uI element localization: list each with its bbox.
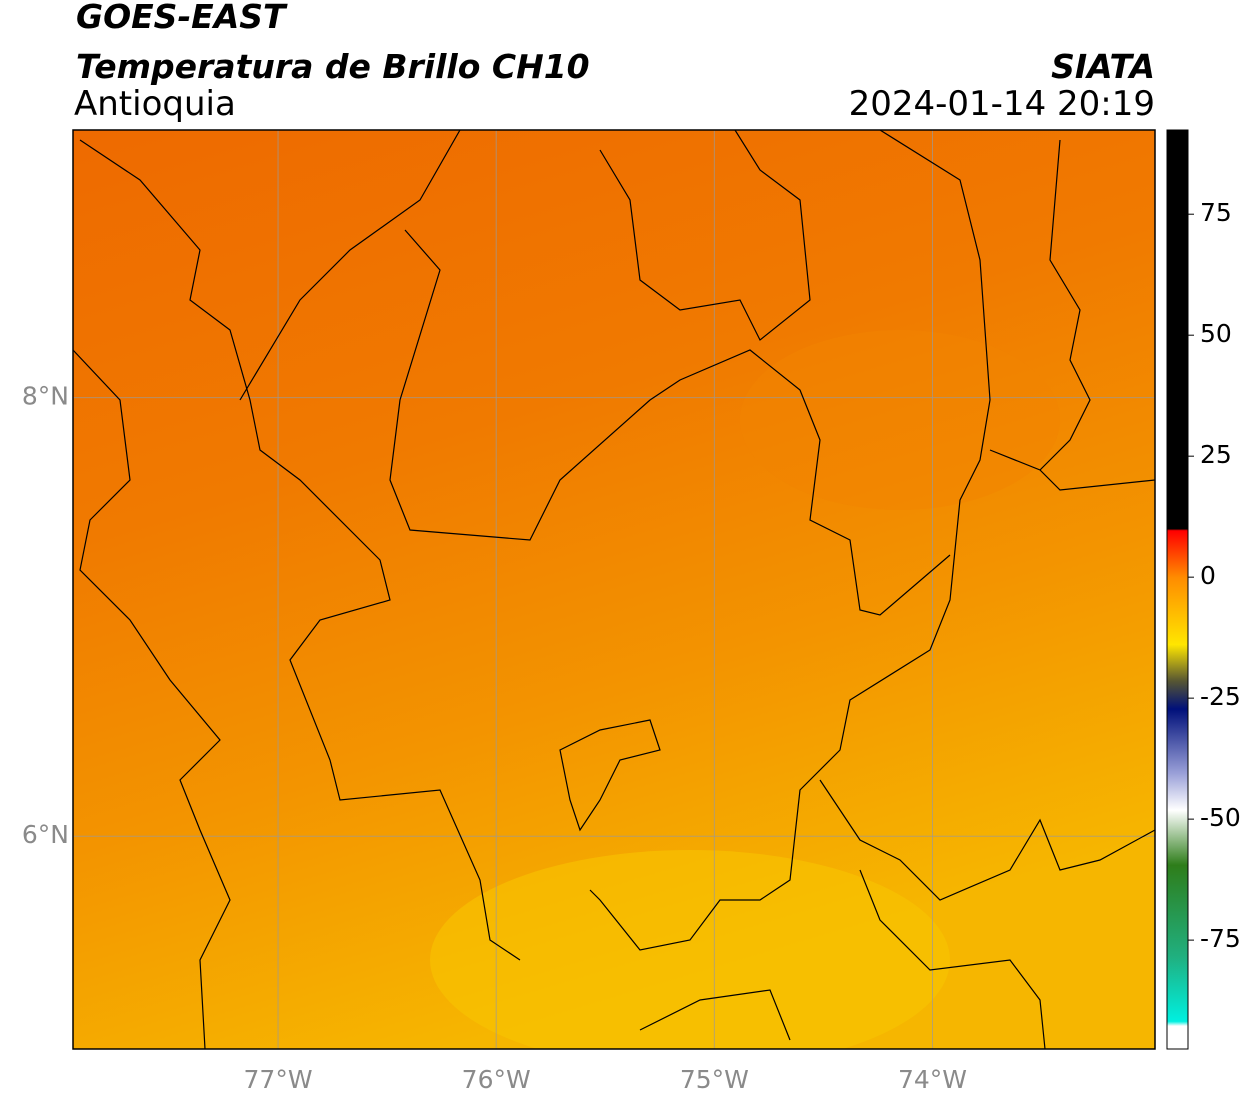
coastline	[79, 139, 521, 961]
source: SIATA	[1051, 47, 1155, 86]
colorbar-tick-label: -50	[1200, 803, 1241, 832]
map-area	[73, 130, 1155, 1049]
colorbar	[1166, 129, 1189, 1050]
department-border	[389, 229, 951, 616]
department-border	[819, 779, 1155, 901]
y-tick-label: 6°N	[22, 820, 69, 849]
department-border	[589, 130, 991, 951]
region: Antioquia	[74, 84, 236, 124]
colorbar-tick-label: -75	[1200, 924, 1241, 953]
map-frame	[72, 129, 1156, 1050]
department-border	[1039, 139, 1091, 471]
colorbar-tick-label: -25	[1200, 682, 1241, 711]
x-tick-label: 74°W	[898, 1065, 967, 1094]
warm-area	[430, 850, 950, 1049]
colorbar-tick-label: 50	[1200, 319, 1232, 348]
coastline	[239, 130, 461, 401]
title: GOES-EAST	[76, 0, 288, 36]
colorbar-tick-label: 0	[1200, 561, 1216, 590]
department-border	[859, 869, 1046, 1049]
x-tick-label: 76°W	[462, 1065, 531, 1094]
department-border	[989, 449, 1155, 491]
coastline	[73, 349, 231, 1049]
colorbar-tick-label: 75	[1200, 198, 1232, 227]
x-tick-label: 75°W	[680, 1065, 749, 1094]
x-tick-label: 77°W	[244, 1065, 313, 1094]
department-border	[639, 989, 791, 1041]
datetime: 2024-01-14 20:19	[849, 84, 1155, 124]
warm-area	[740, 330, 1060, 510]
department-border	[559, 719, 661, 832]
department-border	[599, 130, 811, 341]
subtitle: Temperatura de Brillo CH10	[76, 47, 590, 86]
colorbar-tick-label: 25	[1200, 440, 1232, 469]
y-tick-label: 8°N	[22, 382, 69, 411]
